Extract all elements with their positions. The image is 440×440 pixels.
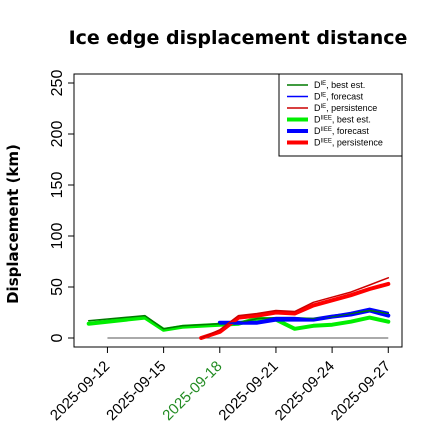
legend-label: DIE, best est. [314, 80, 365, 90]
x-tick-label: 2025-09-18 [159, 358, 225, 424]
legend-label: DIIEE, best est. [314, 115, 371, 125]
series-line-d-ie-best-est [87, 309, 390, 330]
y-tick-label: 50 [49, 278, 66, 296]
y-tick-label: 200 [49, 121, 66, 148]
y-axis-label: Displacement (km) [4, 144, 22, 304]
plot-area [86, 277, 391, 340]
legend-label: DIE, forecast [314, 92, 364, 102]
x-tick-label: 2025-09-21 [215, 358, 281, 424]
legend-label: DIIEE, forecast [314, 126, 369, 136]
x-axis: 2025-09-122025-09-152025-09-182025-09-21… [47, 346, 394, 424]
legend-label: DIE, persistence [314, 103, 377, 113]
series-line-d-ie-forecast [219, 307, 390, 325]
y-axis: 0 50 100 150 200 250 [49, 70, 75, 342]
series-line-d-ie-persistence [200, 277, 390, 339]
x-tick-label: 2025-09-27 [328, 358, 394, 424]
chart-title: Ice edge displacement distance [69, 27, 408, 49]
y-tick-label: 100 [49, 223, 66, 250]
x-tick-label: 2025-09-24 [272, 358, 338, 424]
y-tick-label: 150 [49, 172, 66, 199]
x-tick-label: 2025-09-12 [47, 358, 113, 424]
legend-label: DIIEE, persistence [314, 138, 383, 148]
x-tick-label: 2025-09-15 [103, 358, 169, 424]
y-tick-label: 0 [49, 333, 66, 342]
y-tick-label: 250 [49, 70, 66, 97]
